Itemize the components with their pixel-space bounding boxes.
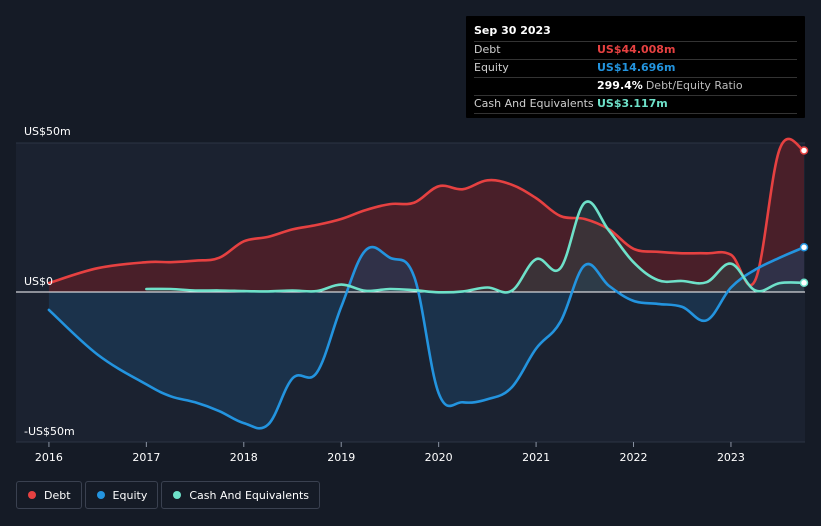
equity-end-marker (799, 243, 809, 252)
legend-item-equity[interactable]: Equity (84, 481, 159, 509)
tooltip-equity-value: US$14.696m (597, 61, 676, 74)
x-tick-label-2023: 2023 (717, 451, 745, 464)
tooltip-cash-row: Cash And Equivalents US$3.117m (474, 95, 797, 114)
legend-equity-label: Equity (112, 488, 148, 502)
tooltip-debt-value: US$44.008m (597, 43, 676, 56)
equity-dot-icon (96, 491, 105, 499)
tooltip-debt-label: Debt (474, 43, 501, 56)
tooltip-date: Sep 30 2023 (474, 24, 551, 37)
x-tick-label-2019: 2019 (327, 451, 355, 464)
tooltip-ratio-label: Debt/Equity Ratio (645, 79, 743, 92)
tooltip-debt-row: Debt US$44.008m (474, 41, 797, 59)
debt-end-marker (799, 146, 809, 155)
debt-dot-icon (28, 491, 36, 499)
debt-line (47, 137, 806, 287)
x-tick-label-2017: 2017 (132, 451, 160, 464)
y-axis-max-label: US$50m (24, 125, 71, 138)
cash-end-marker (799, 278, 809, 288)
legend-item-debt[interactable]: Debt (16, 481, 82, 509)
legend-item-cash[interactable]: Cash And Equivalents (161, 481, 320, 509)
tooltip-ratio-row: 299.4% Debt/Equity Ratio (474, 77, 797, 95)
legend-debt-label: Debt (44, 488, 71, 502)
tooltip-ratio-value: 299.4% (597, 79, 643, 92)
tooltip-equity-label: Equity (474, 61, 509, 74)
legend-cash-label: Cash And Equivalents (189, 488, 309, 502)
x-axis-ticks: 2016 2017 2018 2019 2020 2021 2022 2023 (35, 442, 745, 464)
tooltip-cash-label: Cash And Equivalents (474, 97, 594, 110)
y-axis-min-label: -US$50m (24, 425, 75, 438)
x-tick-label-2021: 2021 (522, 451, 550, 464)
chart-lines (47, 137, 806, 430)
y-axis-zero-label: US$0 (24, 275, 54, 288)
x-tick-label-2020: 2020 (425, 451, 453, 464)
x-tick-label-2022: 2022 (620, 451, 648, 464)
tooltip-cash-value: US$3.117m (597, 97, 668, 110)
chart-legend: Debt Equity Cash And Equivalents (16, 481, 323, 511)
tooltip-equity-row: Equity US$14.696m (474, 59, 797, 77)
x-tick-label-2018: 2018 (230, 451, 258, 464)
debt-area (48, 138, 804, 292)
cash-line (145, 200, 806, 294)
x-tick-label-2016: 2016 (35, 451, 63, 464)
chart-end-markers (799, 146, 809, 288)
cash-dot-icon (173, 491, 182, 499)
chart-tooltip: Sep 30 2023 Debt US$44.008m Equity US$14… (466, 16, 805, 118)
equity-line (47, 245, 806, 430)
